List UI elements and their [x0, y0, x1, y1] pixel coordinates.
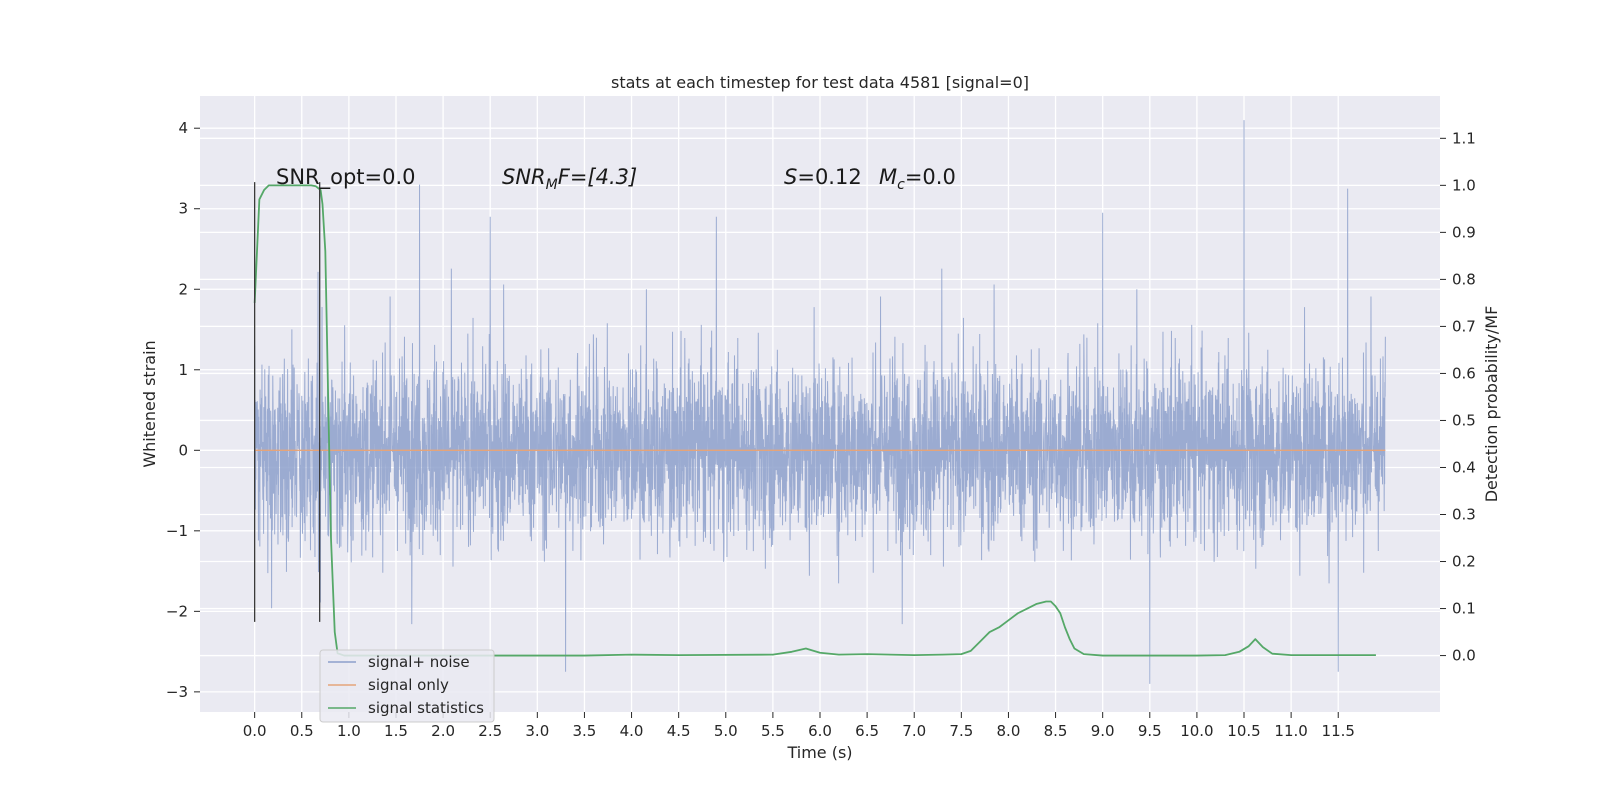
x-tick-label: 8.0 [997, 722, 1021, 740]
y-tick-label: 2 [178, 280, 188, 298]
x-axis-ticks: 0.0 0.5 1.0 1.5 2.0 2.5 3.0 3.5 4.0 4.5 5.0 5.5 6.0 6… [243, 712, 1355, 740]
y2-tick-label: 0.6 [1452, 364, 1476, 382]
y2-axis-ticks: 1.1 1.0 0.9 0.8 0.7 0.6 0.5 0.4 0.3 0.2 0.1 0.0 [1440, 129, 1476, 665]
x-axis-label: Time (s) [786, 743, 852, 762]
x-tick-label: 4.5 [667, 722, 691, 740]
y-tick-label: −3 [166, 683, 188, 701]
x-tick-label: 5.0 [714, 722, 738, 740]
annotation-mc-value: =0.0 [905, 165, 956, 189]
x-tick-label: 1.5 [384, 722, 408, 740]
x-tick-label: 7.0 [902, 722, 926, 740]
y-axis-ticks: 4 3 2 1 0 −1 −2 −3 [166, 119, 200, 701]
y2-tick-label: 0.7 [1452, 317, 1476, 335]
y-tick-label: −2 [166, 602, 188, 620]
y2-tick-label: 0.3 [1452, 506, 1476, 524]
annotation-snr-mf-sub: M [546, 177, 558, 193]
x-tick-label: 7.5 [949, 722, 973, 740]
y2-tick-label: 0.8 [1452, 270, 1476, 288]
annotation-snr-opt: SNR_opt=0.0 [276, 165, 416, 190]
annotation-snr-mf-rest: F=[4.3] [558, 165, 637, 189]
annotation-mc-sub: c [897, 177, 905, 193]
x-tick-label: 11.0 [1274, 722, 1307, 740]
y2-axis-label: Detection probability/MF [1482, 306, 1501, 503]
x-tick-label: 8.5 [1044, 722, 1068, 740]
annotation-s: S=0.12 [784, 165, 862, 189]
legend-label-signal-noise: signal+ noise [368, 653, 470, 671]
annotation-mc-main: M [879, 165, 897, 189]
y2-tick-label: 0.2 [1452, 553, 1476, 571]
y2-tick-label: 1.1 [1452, 129, 1476, 147]
signal-noise-series [254, 120, 1386, 684]
y2-tick-label: 0.1 [1452, 600, 1476, 618]
x-tick-label: 11.5 [1322, 722, 1355, 740]
y2-tick-label: 0.5 [1452, 411, 1476, 429]
annotation-s-value: =0.12 [797, 165, 861, 189]
x-tick-label: 1.0 [337, 722, 361, 740]
x-tick-label: 10.5 [1227, 722, 1260, 740]
annotation-s-main: S [784, 165, 797, 189]
x-tick-label: 2.0 [431, 722, 455, 740]
legend-label-signal-only: signal only [368, 676, 449, 694]
annotation-snr-mf: SNRMF=[4.3] [502, 165, 637, 193]
y2-tick-label: 0.0 [1452, 647, 1476, 665]
y2-tick-label: 0.4 [1452, 458, 1476, 476]
annotation-mc: Mc=0.0 [879, 165, 956, 193]
x-tick-label: 10.0 [1180, 722, 1213, 740]
legend-label-signal-statistics: signal statistics [368, 699, 484, 717]
x-tick-label: 9.0 [1091, 722, 1115, 740]
y-tick-label: 1 [178, 361, 188, 379]
y2-tick-label: 0.9 [1452, 223, 1476, 241]
x-tick-label: 0.5 [290, 722, 314, 740]
x-tick-label: 4.0 [620, 722, 644, 740]
x-tick-label: 6.0 [808, 722, 832, 740]
y-axis-label: Whitened strain [140, 340, 159, 467]
x-tick-label: 5.5 [761, 722, 785, 740]
legend-box [319, 649, 495, 723]
annotation-snr-mf-main: SNR [502, 165, 546, 189]
y-tick-label: 4 [178, 119, 188, 137]
x-tick-label: 3.5 [573, 722, 597, 740]
y-tick-label: 0 [178, 441, 188, 459]
y-tick-label: 3 [178, 200, 188, 218]
signal-noise-line [254, 120, 1386, 684]
x-tick-label: 2.5 [478, 722, 502, 740]
x-tick-label: 9.5 [1138, 722, 1162, 740]
y-tick-label: −1 [166, 522, 188, 540]
x-tick-label: 0.0 [243, 722, 267, 740]
marker-lines [254, 182, 321, 622]
chart-title: stats at each timestep for test data 458… [611, 73, 1029, 92]
y2-tick-label: 1.0 [1452, 176, 1476, 194]
x-tick-label: 3.0 [525, 722, 549, 740]
legend: signal+ noise signal only signal statist… [319, 649, 495, 723]
x-tick-label: 6.5 [855, 722, 879, 740]
